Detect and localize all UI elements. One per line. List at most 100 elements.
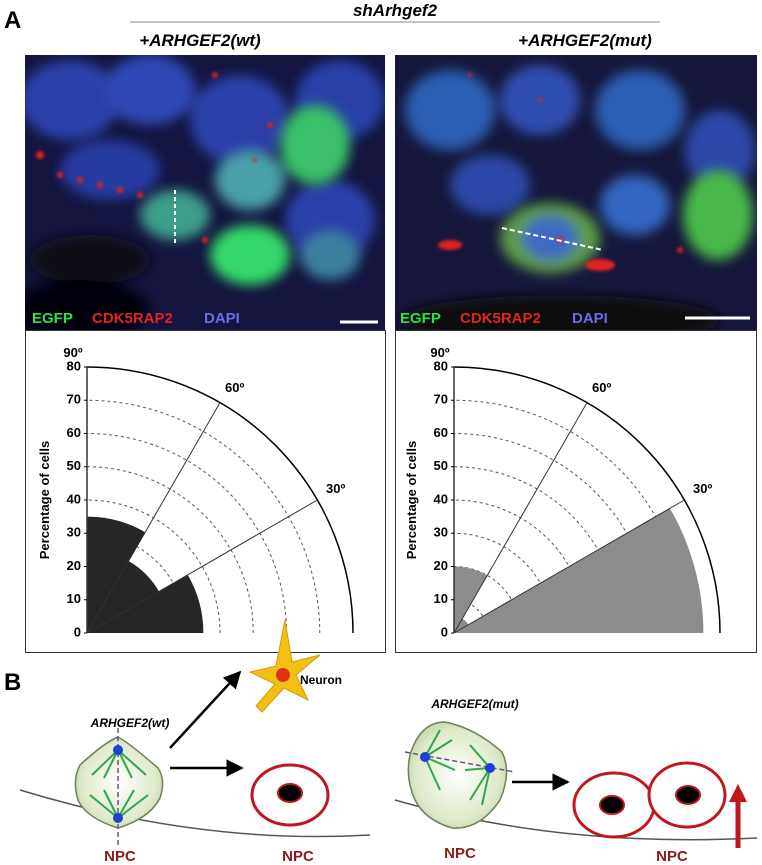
division-axis bbox=[501, 227, 604, 251]
cdk5rap2-puncta bbox=[36, 72, 273, 243]
centrosome bbox=[113, 813, 123, 823]
punctum bbox=[538, 98, 542, 102]
spindle bbox=[89, 749, 149, 819]
neuron-nucleus bbox=[276, 668, 290, 682]
y-tick-label: 50 bbox=[67, 458, 81, 473]
punctum bbox=[267, 122, 273, 128]
daughter-nucleus bbox=[277, 783, 303, 803]
microtubule bbox=[424, 756, 456, 771]
daughter-nucleus bbox=[599, 795, 625, 815]
cell bbox=[683, 170, 753, 260]
microtubule bbox=[481, 767, 491, 806]
punctum bbox=[468, 73, 472, 77]
condition-title: +ARHGEF2(wt) bbox=[139, 31, 261, 50]
grid-arc bbox=[86, 499, 221, 634]
dark-area bbox=[30, 235, 150, 285]
punctum bbox=[117, 187, 123, 193]
centrosome bbox=[113, 745, 123, 755]
nuclei bbox=[400, 65, 755, 330]
dividing-cell bbox=[407, 721, 508, 829]
centrosome bbox=[420, 752, 430, 762]
microtubule bbox=[424, 756, 441, 791]
y-tick-label: 70 bbox=[434, 392, 448, 407]
y-axis-label: Percentage of cells bbox=[37, 441, 52, 560]
grid-arc bbox=[453, 399, 688, 634]
angle-label: 60º bbox=[592, 380, 611, 395]
grid-arc bbox=[453, 366, 721, 634]
nucleus bbox=[105, 55, 195, 125]
nucleus bbox=[450, 155, 530, 215]
wt-diagram: ARHGEF2(wt) Neuron NPC NPC bbox=[74, 619, 342, 865]
y-tick-label: 80 bbox=[67, 358, 81, 373]
grid-arc bbox=[453, 599, 488, 634]
microtubule bbox=[91, 749, 119, 776]
channel-label: EGFP bbox=[400, 310, 441, 327]
micrograph bbox=[25, 55, 385, 330]
egfp-cells bbox=[140, 105, 360, 285]
neuron-label: Neuron bbox=[300, 673, 342, 687]
y-tick-label: 70 bbox=[67, 392, 81, 407]
sector bbox=[454, 508, 704, 633]
microtubule bbox=[469, 744, 491, 769]
punctum bbox=[438, 240, 462, 250]
y-tick-label: 10 bbox=[67, 591, 81, 606]
cell bbox=[300, 230, 360, 280]
y-tick-label: 60 bbox=[67, 425, 81, 440]
npc-label: NPC bbox=[656, 848, 688, 865]
y-tick-label: 30 bbox=[67, 525, 81, 540]
microtubule bbox=[103, 749, 119, 779]
nucleus bbox=[60, 140, 160, 200]
microtubule bbox=[89, 794, 119, 819]
daughter-nucleus bbox=[675, 785, 701, 805]
y-tick-label: 20 bbox=[67, 558, 81, 573]
y-tick-label: 40 bbox=[67, 491, 81, 506]
angle-label: 90º bbox=[430, 345, 449, 360]
sector bbox=[87, 516, 146, 633]
sector bbox=[454, 566, 488, 633]
punctum bbox=[202, 237, 208, 243]
y-tick-label: 20 bbox=[434, 558, 448, 573]
nucleus bbox=[405, 70, 495, 150]
cdk5rap2-puncta bbox=[438, 73, 683, 271]
grid-arc bbox=[86, 366, 354, 634]
angle-label: 30º bbox=[693, 481, 712, 496]
neuron bbox=[248, 619, 321, 713]
punctum bbox=[97, 182, 103, 188]
punctum bbox=[137, 192, 143, 198]
sector bbox=[454, 618, 469, 633]
angle-ray bbox=[86, 499, 318, 634]
nucleus bbox=[600, 175, 670, 235]
y-tick-label: 50 bbox=[434, 458, 448, 473]
microtubule bbox=[424, 729, 441, 758]
y-tick-label: 0 bbox=[441, 624, 448, 639]
angle-label: 30º bbox=[326, 481, 345, 496]
punctum bbox=[36, 151, 44, 159]
channel-label: CDK5RAP2 bbox=[460, 310, 541, 327]
microtubule bbox=[424, 739, 453, 758]
y-tick-label: 30 bbox=[434, 525, 448, 540]
npc-label: NPC bbox=[282, 848, 314, 865]
punctum bbox=[212, 72, 218, 78]
angle-ray bbox=[86, 402, 221, 634]
nucleus bbox=[685, 110, 755, 190]
angle-label: 90º bbox=[63, 345, 82, 360]
channel-label: CDK5RAP2 bbox=[92, 310, 173, 327]
diagram-title: ARHGEF2(mut) bbox=[430, 697, 518, 711]
panel-label: A bbox=[4, 7, 21, 34]
cell bbox=[215, 150, 285, 210]
chart-frame bbox=[395, 330, 757, 653]
charts: 90º 60º 30º 0 10 20 30 40 50 60 70 80 Percentage of … bbox=[37, 345, 721, 639]
nucleus bbox=[190, 75, 290, 165]
angle-label: 60º bbox=[225, 380, 244, 395]
channel-label: EGFP bbox=[32, 310, 73, 327]
mut-diagram: ARHGEF2(mut) NPC NPC bbox=[404, 697, 747, 865]
grid-arc bbox=[86, 399, 321, 634]
y-tick-label: 60 bbox=[434, 425, 448, 440]
chart-frame bbox=[25, 330, 386, 653]
direction-arrow-head bbox=[729, 784, 747, 802]
microtubule bbox=[117, 749, 133, 779]
punctum bbox=[57, 172, 63, 178]
y-tick-label: 10 bbox=[434, 591, 448, 606]
